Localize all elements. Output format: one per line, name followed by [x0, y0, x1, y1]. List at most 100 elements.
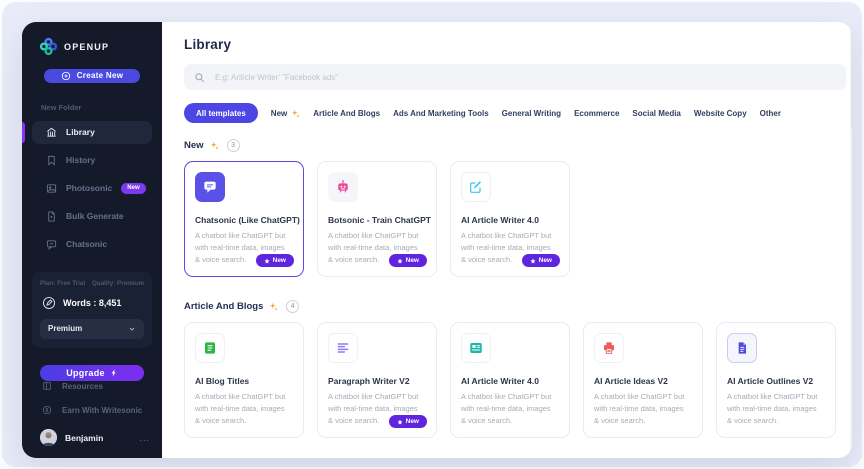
edit-square-icon — [461, 172, 491, 202]
star-icon — [397, 258, 403, 264]
app-window: OPENUP Create New New Folder Library — [22, 22, 852, 458]
tab-new[interactable]: New — [271, 109, 300, 118]
sidebar-item-label: Chatsonic — [66, 239, 108, 250]
avatar — [40, 429, 57, 446]
create-new-label: Create New — [76, 71, 124, 81]
sidebar-item-earn[interactable]: Earn With Writesonic — [42, 405, 162, 415]
tier-dropdown[interactable]: Premium — [40, 318, 144, 339]
section-count-badge: 4 — [286, 300, 300, 313]
chevron-down-icon — [128, 325, 136, 333]
star-icon — [397, 419, 403, 425]
footer-item-label: Earn With Writesonic — [62, 405, 143, 415]
template-card-paragraph-writer-v2[interactable]: Paragraph Writer V2 A chatbot like ChatG… — [317, 322, 437, 438]
sidebar-item-bulk-generate[interactable]: Bulk Generate — [32, 205, 152, 228]
main-content: Library All templates New — [162, 22, 852, 458]
sidebar-footer: Resources Earn With Writesonic — [22, 381, 162, 458]
sidebar-nav: Library History Photosonic New — [22, 120, 162, 261]
tier-value: Premium — [48, 324, 83, 334]
tab-article-and-blogs[interactable]: Article And Blogs — [313, 108, 381, 118]
template-card-ai-article-ideas-v2[interactable]: AI Article Ideas V2 A chatbot like ChatG… — [583, 322, 703, 438]
logo: OPENUP — [39, 37, 162, 56]
history-icon — [46, 155, 57, 166]
plan-label: Plan: Free Trial — [40, 279, 86, 287]
template-card-ai-article-outlines-v2[interactable]: AI Article Outlines V2 A chatbot like Ch… — [716, 322, 836, 438]
sidebar-item-resources[interactable]: Resources — [42, 381, 162, 391]
sidebar-item-photosonic[interactable]: Photosonic New — [32, 177, 152, 200]
card-description: A chatbot like ChatGPT but with real-tim… — [594, 392, 685, 426]
active-accent-bar — [22, 121, 25, 143]
sidebar: OPENUP Create New New Folder Library — [22, 22, 162, 458]
card-description: A chatbot like ChatGPT but with real-tim… — [727, 392, 818, 426]
sparkle-icon — [210, 141, 219, 150]
template-card-ai-article-writer-4-blogs[interactable]: AI Article Writer 4.0 A chatbot like Cha… — [450, 322, 570, 438]
card-title: Chatsonic (Like ChatGPT) — [195, 215, 300, 225]
openup-logo-icon — [39, 37, 58, 56]
new-badge: New — [121, 182, 146, 194]
tab-website-copy[interactable]: Website Copy — [693, 108, 747, 118]
user-name: Benjamin — [65, 432, 104, 443]
plan-card: Plan: Free Trial Quality: Premium Words … — [32, 271, 152, 348]
blog-document-icon — [195, 333, 225, 363]
section-header-new: New 3 — [184, 139, 836, 152]
card-description: A chatbot like ChatGPT but with real-tim… — [328, 231, 419, 265]
page-title: Library — [184, 37, 232, 52]
sparkle-icon — [269, 302, 278, 311]
card-title: AI Article Writer 4.0 — [461, 215, 539, 225]
card-description: A chatbot like ChatGPT but with real-tim… — [195, 392, 286, 426]
card-title: AI Blog Titles — [195, 376, 250, 386]
bolt-icon — [110, 369, 118, 377]
footer-item-label: Resources — [62, 381, 103, 391]
section-title: Article And Blogs — [184, 301, 264, 312]
card-title: Botsonic - Train ChatGPT — [328, 215, 431, 225]
robot-icon — [328, 172, 358, 202]
template-card-ai-article-writer-4[interactable]: AI Article Writer 4.0 A chatbot like Cha… — [450, 161, 570, 277]
sidebar-item-label: Photosonic — [66, 183, 113, 194]
photosonic-icon — [46, 183, 57, 194]
create-new-button[interactable]: Create New — [44, 69, 140, 83]
search-input[interactable] — [213, 71, 836, 83]
card-title: AI Article Outlines V2 — [727, 376, 814, 386]
template-card-chatsonic[interactable]: Chatsonic (Like ChatGPT) A chatbot like … — [184, 161, 304, 277]
tab-social-media[interactable]: Social Media — [632, 108, 681, 118]
document-outline-icon — [727, 333, 757, 363]
card-grid-new: Chatsonic (Like ChatGPT) A chatbot like … — [184, 161, 836, 277]
newspaper-icon — [461, 333, 491, 363]
sidebar-item-library[interactable]: Library — [22, 120, 152, 144]
pen-circle-icon — [42, 296, 56, 310]
tab-ads-and-marketing-tools[interactable]: Ads And Marketing Tools — [393, 108, 489, 118]
search-bar[interactable] — [184, 64, 846, 90]
card-title: Paragraph Writer V2 — [328, 376, 410, 386]
sidebar-item-label: History — [66, 155, 96, 166]
more-options-icon[interactable]: ... — [139, 432, 150, 443]
tab-all-templates[interactable]: All templates — [184, 103, 258, 123]
sparkle-icon — [291, 109, 300, 118]
resources-icon — [42, 381, 52, 391]
chatsonic-icon — [46, 239, 57, 250]
scrollbar-thumb[interactable] — [851, 26, 852, 131]
tab-other[interactable]: Other — [759, 108, 781, 118]
paragraph-lines-icon — [328, 333, 358, 363]
search-icon — [194, 72, 205, 83]
upgrade-button[interactable]: Upgrade — [40, 364, 144, 381]
template-card-ai-blog-titles[interactable]: AI Blog Titles A chatbot like ChatGPT bu… — [184, 322, 304, 438]
sidebar-item-chatsonic[interactable]: Chatsonic — [32, 233, 152, 256]
bulk-generate-icon — [46, 211, 57, 222]
card-title: AI Article Ideas V2 — [594, 376, 668, 386]
upgrade-label: Upgrade — [66, 367, 105, 378]
template-card-botsonic[interactable]: Botsonic - Train ChatGPT A chatbot like … — [317, 161, 437, 277]
folder-label: New Folder — [41, 102, 82, 112]
card-description: A chatbot like ChatGPT but with real-tim… — [461, 392, 552, 426]
vertical-scrollbar[interactable] — [850, 22, 852, 458]
sidebar-item-history[interactable]: History — [32, 149, 152, 172]
card-description: A chatbot like ChatGPT but with real-tim… — [195, 231, 286, 265]
tab-general-writing[interactable]: General Writing — [501, 108, 562, 118]
sidebar-item-label: Library — [66, 127, 95, 138]
words-count: Words : 8,451 — [63, 297, 122, 308]
card-description: A chatbot like ChatGPT but with real-tim… — [461, 231, 552, 265]
user-account-row[interactable]: Benjamin ... — [40, 429, 150, 446]
plus-circle-icon — [61, 71, 71, 81]
new-badge: New — [388, 254, 427, 267]
tab-ecommerce[interactable]: Ecommerce — [574, 108, 620, 118]
sidebar-item-label: Bulk Generate — [66, 211, 124, 222]
